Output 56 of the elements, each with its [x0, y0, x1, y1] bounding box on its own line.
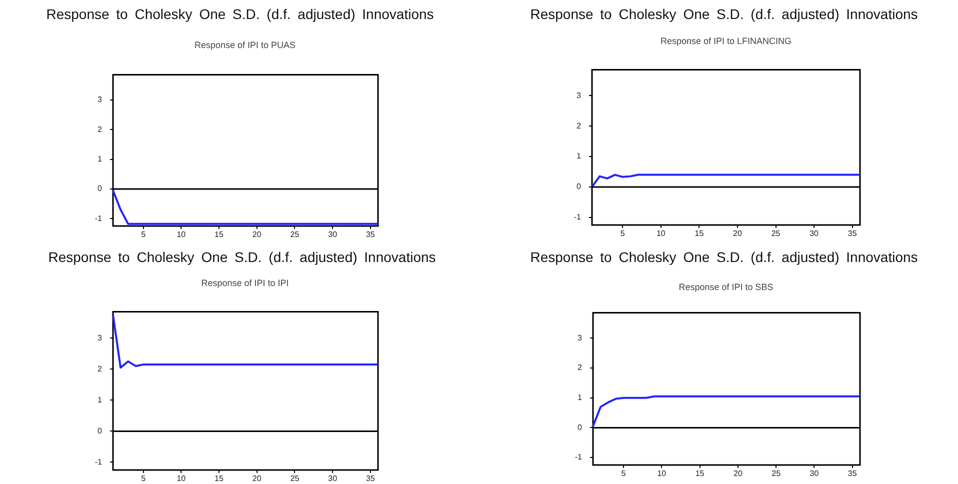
y-tick-label: -1 — [574, 212, 582, 222]
y-tick-label: -1 — [574, 452, 583, 462]
chart-subtitle: Response of IPI to LFINANCING — [660, 36, 792, 46]
x-tick-label: 15 — [694, 229, 704, 238]
y-tick-label: 1 — [576, 152, 582, 161]
x-tick-label: 20 — [733, 469, 743, 478]
x-tick-label: 30 — [810, 229, 820, 238]
x-tick-label: 5 — [620, 229, 626, 238]
y-tick-label: 2 — [578, 363, 583, 372]
x-tick-label: 25 — [290, 474, 300, 484]
y-tick-label: 2 — [98, 124, 103, 134]
y-tick-label: 2 — [98, 364, 103, 374]
y-tick-label: 1 — [578, 393, 583, 402]
y-tick-label: 3 — [98, 333, 103, 342]
x-tick-label: 5 — [141, 474, 146, 484]
x-tick-label: 25 — [772, 469, 782, 478]
x-tick-label: 5 — [621, 469, 626, 478]
y-tick-label: 1 — [98, 395, 103, 404]
chart-subtitle: Response of IPI to SBS — [678, 282, 774, 292]
x-tick-label: 20 — [252, 230, 262, 240]
chart-title: Response to Cholesky One S.D. (d.f. adjusted) Innovations — [530, 6, 918, 22]
x-tick-label: 30 — [328, 230, 338, 240]
x-tick-label: 5 — [141, 230, 146, 240]
x-tick-label: 10 — [176, 474, 186, 484]
x-tick-label: 20 — [733, 229, 742, 238]
y-tick-label: 3 — [578, 333, 583, 342]
y-tick-label: 0 — [98, 426, 103, 436]
x-tick-label: 10 — [657, 469, 667, 478]
x-tick-label: 35 — [848, 229, 858, 238]
x-tick-label: 35 — [848, 469, 858, 478]
y-tick-label: 2 — [576, 121, 582, 130]
x-tick-label: 30 — [810, 469, 820, 478]
x-tick-label: 25 — [771, 229, 781, 238]
y-tick-label: 0 — [98, 184, 103, 194]
y-tick-label: 1 — [98, 154, 103, 164]
x-tick-label: 15 — [214, 230, 224, 240]
y-tick-label: 3 — [98, 95, 103, 104]
x-tick-label: 30 — [328, 474, 338, 484]
x-tick-label: 25 — [290, 230, 300, 240]
x-tick-label: 15 — [695, 469, 705, 478]
x-tick-label: 35 — [366, 474, 376, 484]
x-tick-label: 10 — [656, 229, 666, 238]
y-tick-label: 3 — [576, 90, 582, 100]
chart-subtitle: Response of IPI to PUAS — [194, 40, 296, 50]
chart-subtitle: Response of IPI to IPI — [201, 278, 289, 288]
y-tick-label: 0 — [578, 422, 583, 432]
y-tick-label: 0 — [576, 182, 582, 192]
x-tick-label: 10 — [176, 230, 186, 240]
y-tick-label: -1 — [94, 214, 103, 223]
x-tick-label: 35 — [366, 230, 376, 240]
chart-title: Response to Cholesky One S.D. (d.f. adjusted) Innovations — [46, 6, 434, 22]
chart-title: Response to Cholesky One S.D. (d.f. adjusted) Innovations — [530, 249, 918, 265]
x-tick-label: 15 — [214, 474, 224, 484]
chart-title: Response to Cholesky One S.D. (d.f. adjusted) Innovations — [48, 249, 436, 265]
x-tick-label: 20 — [252, 474, 262, 484]
y-tick-label: -1 — [94, 457, 103, 466]
